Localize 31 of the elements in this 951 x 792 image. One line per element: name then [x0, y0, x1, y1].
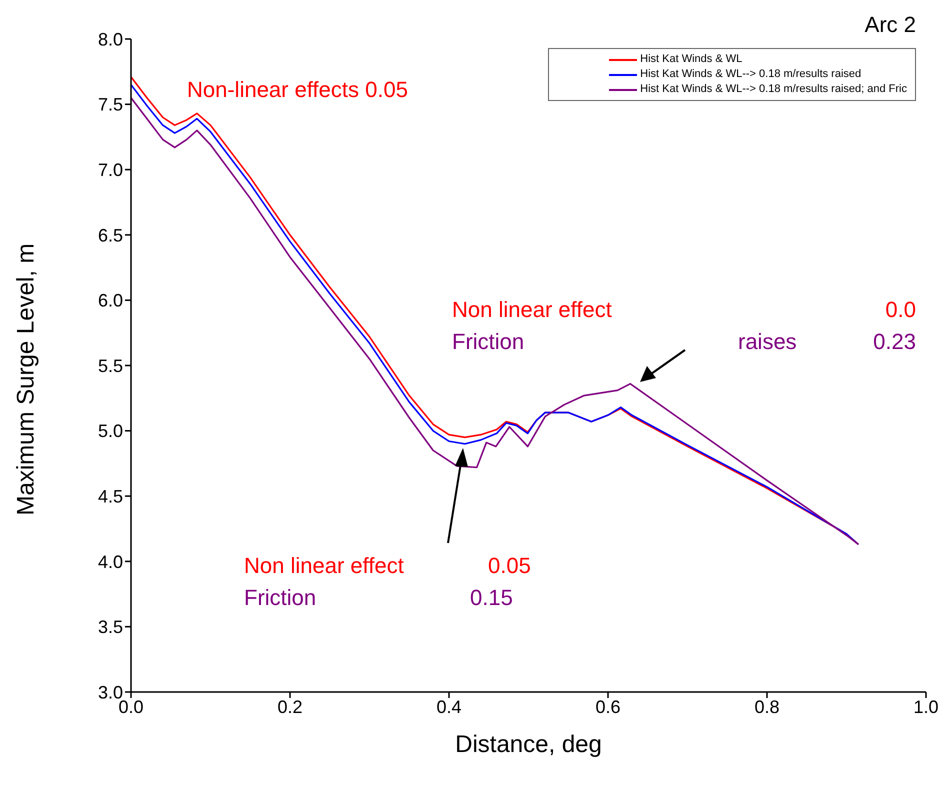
x-tick-label: 0.6 — [595, 696, 621, 717]
x-tick-label: 0.8 — [754, 696, 780, 717]
y-axis-title: Maximum Surge Level, m — [12, 243, 40, 516]
annotation: Friction — [452, 329, 524, 354]
annotation: 0.15 — [470, 585, 513, 610]
x-tick-label: 1.0 — [913, 696, 939, 717]
annotation: Non linear effect — [244, 553, 404, 578]
y-tick-label: 3.5 — [98, 617, 123, 638]
y-tick-label: 4.5 — [98, 486, 123, 506]
legend-label: Hist Kat Winds & WL — [640, 52, 742, 67]
y-tick-label: 8.0 — [98, 29, 123, 50]
y-tick-label: 6.5 — [98, 225, 123, 246]
y-tick-label: 7.0 — [98, 160, 123, 180]
legend-label: Hist Kat Winds & WL--> 0.18 m/results raised; and Fric — [640, 82, 907, 97]
y-tick-label: 5.0 — [98, 421, 123, 442]
x-tick-label: 0.2 — [277, 696, 303, 717]
legend-label: Hist Kat Winds & WL--> 0.18 m/results raised — [640, 67, 862, 82]
y-tick-label: 4.0 — [98, 552, 123, 572]
y-tick-label: 6.0 — [98, 290, 123, 311]
annotation: 0.23 — [873, 329, 916, 354]
annotation: 0.0 — [885, 297, 916, 322]
annotation: 0.05 — [488, 553, 531, 578]
chart-title: Arc 2 — [864, 12, 916, 37]
y-tick-label: 5.5 — [98, 356, 123, 376]
annotation: Friction — [244, 585, 316, 610]
annotation: Non-linear effects 0.05 — [187, 77, 408, 102]
x-axis-title: Distance, deg — [455, 731, 602, 758]
annotation: raises — [738, 329, 797, 354]
y-tick-label: 7.5 — [98, 94, 123, 115]
annotation: Non linear effect — [452, 297, 612, 322]
x-tick-label: 0.4 — [436, 696, 462, 717]
